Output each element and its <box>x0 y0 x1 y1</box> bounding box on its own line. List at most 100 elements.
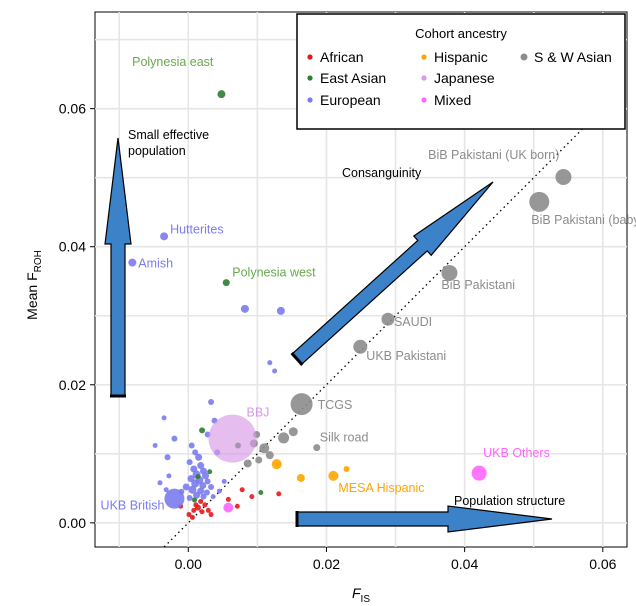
data-point-ukb-british <box>164 488 185 509</box>
data-point-polynesia-west <box>222 279 230 287</box>
legend-label-east-asian: East Asian <box>320 70 386 86</box>
point-label-tcgs: TCGS <box>318 398 353 412</box>
point-label-polynesia-west: Polynesia west <box>232 266 316 280</box>
data-point <box>272 368 278 374</box>
data-point <box>193 502 199 508</box>
arrows-layer: Small effective population Consanguinity Po… <box>104 128 565 533</box>
point-label-amish: Amish <box>138 257 173 271</box>
annotation-consanguinity: Consanguinity <box>342 166 422 180</box>
data-point <box>192 449 199 456</box>
legend-marker-hispanic <box>421 54 427 60</box>
data-point <box>204 478 211 485</box>
data-point-tcgs <box>290 393 313 416</box>
data-point <box>208 483 215 490</box>
legend-marker-european <box>307 97 313 103</box>
legend-label-mixed: Mixed <box>434 92 471 108</box>
data-point-bib-pakistani-uk-born <box>555 168 572 185</box>
data-point <box>205 507 211 513</box>
data-point-hutterites <box>160 232 169 241</box>
y-tick-label: 0.02 <box>59 377 86 393</box>
data-point <box>239 487 245 493</box>
data-point <box>288 427 298 437</box>
data-point <box>197 462 205 470</box>
legend-marker-japanese <box>421 75 427 81</box>
points-layer <box>128 90 572 520</box>
data-point <box>202 472 210 480</box>
point-label-polynesia-east: Polynesia east <box>132 55 214 69</box>
x-tick-label: 0.02 <box>313 556 340 572</box>
data-point-amish <box>128 258 137 267</box>
data-point <box>161 415 167 421</box>
y-tick-label: 0.00 <box>59 515 86 531</box>
point-label-mesa-hispanic: MESA Hispanic <box>338 481 424 495</box>
point-label-bib-pakistani: BiB Pakistani <box>441 278 515 292</box>
data-point <box>152 443 158 449</box>
data-point <box>186 459 193 466</box>
data-point <box>208 512 214 518</box>
point-label-ukb-pakistani: UKB Pakistani <box>366 349 446 363</box>
data-point <box>223 502 234 513</box>
data-point <box>191 507 197 513</box>
annotation-small-population: population <box>128 144 186 158</box>
legend-label-european: European <box>320 92 381 108</box>
x-tick-label: 0.00 <box>175 556 202 572</box>
data-point <box>202 502 208 508</box>
legend-box <box>296 13 626 130</box>
data-point <box>193 491 201 499</box>
data-point <box>200 493 207 500</box>
data-point <box>265 451 274 460</box>
legend-items: African Hispanic S & W Asian East Asian Japa… <box>307 49 612 108</box>
data-point <box>166 473 172 479</box>
point-label-ukb-british: UKB British <box>101 499 165 513</box>
data-point <box>258 489 264 495</box>
data-point <box>186 512 192 518</box>
data-point <box>216 488 222 494</box>
legend-marker-s-w-asian <box>520 53 528 61</box>
y-tick-label: 0.06 <box>59 101 86 117</box>
data-point <box>186 494 193 501</box>
data-point-saudi <box>381 312 395 326</box>
data-point <box>188 485 197 494</box>
point-label-hutterites: Hutterites <box>170 222 224 236</box>
legend-label-japanese: Japanese <box>434 70 495 86</box>
y-axis-label-sub: ROH <box>33 250 44 272</box>
data-point <box>278 432 290 444</box>
data-point-bib-pakistani-baby <box>529 191 550 212</box>
data-point <box>296 473 305 482</box>
point-label-saudi: SAUDI <box>394 315 432 329</box>
data-point <box>234 503 240 509</box>
data-point <box>210 494 216 500</box>
data-point <box>171 435 178 442</box>
x-tick-label: 0.06 <box>589 556 616 572</box>
data-point <box>195 474 201 480</box>
data-point <box>182 483 190 491</box>
arrow-consanguinity-base <box>290 352 304 366</box>
data-point <box>189 514 195 520</box>
legend-label-african: African <box>320 49 364 65</box>
data-point <box>195 453 203 461</box>
data-point-polynesia-east <box>217 90 226 99</box>
arrow-consanguinity <box>291 181 494 366</box>
annotation-population-structure: Population structure <box>454 494 565 508</box>
y-tick-label: 0.04 <box>59 239 86 255</box>
data-point <box>271 459 282 470</box>
legend-title: Cohort ancestry <box>415 26 507 41</box>
point-label-silk-road: Silk road <box>320 431 369 445</box>
data-point <box>225 496 231 502</box>
data-point <box>188 442 195 449</box>
data-point-ukb-pakistani <box>353 339 368 354</box>
data-point <box>163 487 169 493</box>
x-axis-label-main: F <box>352 585 362 601</box>
data-point <box>259 443 270 454</box>
data-point <box>276 491 282 497</box>
data-point <box>208 399 215 406</box>
data-point-mesa-hispanic <box>328 470 339 481</box>
point-label-bbj: BBJ <box>246 406 269 420</box>
data-point <box>255 456 263 464</box>
data-point <box>191 479 200 488</box>
point-labels: Polynesia east Polynesia west Hutterites Am… <box>101 55 636 513</box>
point-label-bib-pakistani-uk-born: BiB Pakistani (UK born) <box>428 148 559 162</box>
data-point-bib-pakistani <box>441 264 458 281</box>
data-point <box>199 427 206 434</box>
